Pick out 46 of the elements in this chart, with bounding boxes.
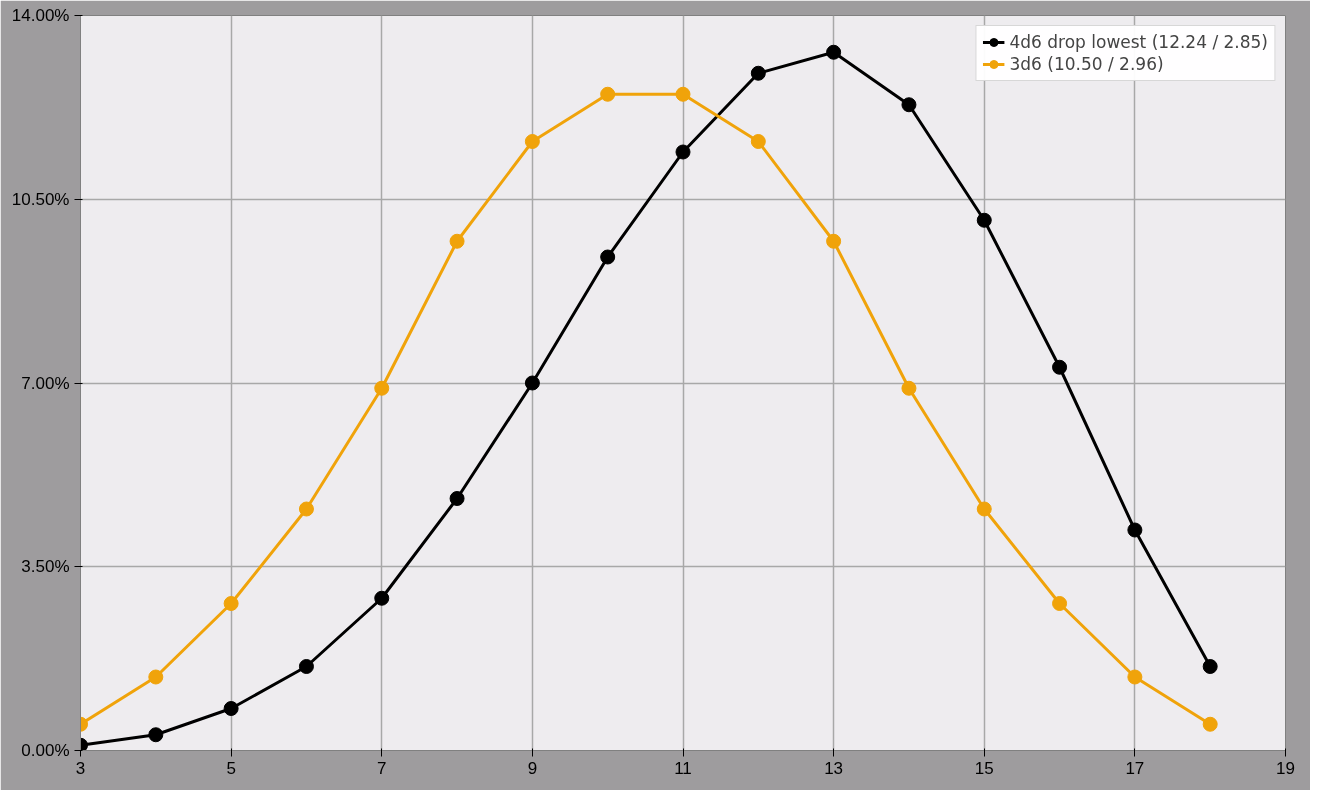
point xyxy=(750,134,766,149)
point xyxy=(1052,596,1068,611)
point xyxy=(600,249,616,265)
point xyxy=(374,590,390,606)
point xyxy=(223,596,239,611)
point xyxy=(374,380,390,396)
x-tick-label: 11 xyxy=(674,758,692,778)
x-tick-label: 17 xyxy=(1125,758,1145,778)
point xyxy=(148,669,164,685)
point xyxy=(1202,716,1218,732)
legend-label: 3d6 (10.50 / 2.96) xyxy=(1009,54,1164,74)
y-tick-label: 3.50% xyxy=(21,557,70,577)
x-tick-label: 13 xyxy=(824,758,844,778)
point xyxy=(675,144,691,160)
point xyxy=(976,212,992,228)
y-tick-label: 14.00% xyxy=(11,6,70,25)
point xyxy=(298,501,314,517)
y-tick-label: 7.00% xyxy=(21,373,70,393)
x-tick-label: 3 xyxy=(75,758,86,778)
point xyxy=(449,233,465,249)
point xyxy=(449,491,465,506)
point xyxy=(976,501,992,517)
point xyxy=(524,375,540,391)
point xyxy=(1127,522,1143,538)
x-tick-label: 15 xyxy=(974,758,994,778)
legend-label: 4d6 drop lowest (12.24 / 2.85) xyxy=(1009,32,1268,52)
point xyxy=(524,134,540,149)
point xyxy=(901,97,917,113)
x-tick-label: 9 xyxy=(527,758,538,778)
point xyxy=(826,44,842,60)
point xyxy=(148,727,164,743)
x-tick-label: 7 xyxy=(377,758,387,778)
point xyxy=(750,65,766,81)
point xyxy=(675,86,691,102)
point xyxy=(223,701,239,716)
point xyxy=(1127,669,1143,685)
point xyxy=(901,380,917,396)
point xyxy=(826,233,842,249)
point xyxy=(298,659,314,674)
point xyxy=(1202,659,1218,674)
x-tick-label: 19 xyxy=(1276,758,1295,778)
point xyxy=(1052,359,1068,375)
y-tick-label: 0.00% xyxy=(21,741,70,760)
x-tick-label: 5 xyxy=(226,758,236,778)
y-tick-label: 10.50% xyxy=(11,189,70,209)
point xyxy=(600,86,616,102)
